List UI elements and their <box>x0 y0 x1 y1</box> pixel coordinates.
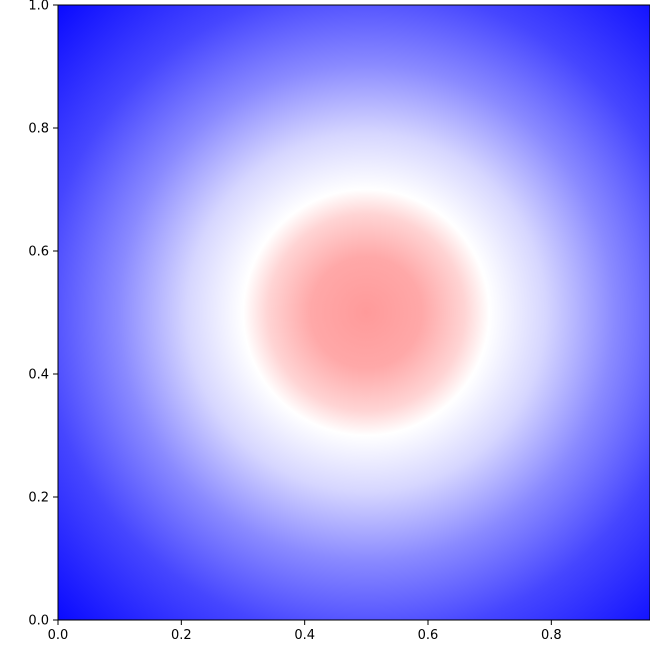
y-tick-label: 0.4 <box>28 368 49 383</box>
plot-area <box>58 5 650 620</box>
x-tick-label: 0.0 <box>48 628 69 643</box>
x-tick-label: 0.6 <box>418 628 439 643</box>
x-tick-label: 0.4 <box>294 628 315 643</box>
x-tick-label: 0.8 <box>541 628 562 643</box>
y-tick-label: 1.0 <box>28 0 49 14</box>
y-tick-label: 0.6 <box>28 245 49 260</box>
heatmap-center-disk <box>243 189 490 436</box>
y-tick-label: 0.0 <box>28 614 49 629</box>
y-tick-label: 0.2 <box>28 491 49 506</box>
y-axis: 0.0 0.2 0.4 0.6 0.8 1.0 <box>28 0 58 629</box>
x-axis: 0.0 0.2 0.4 0.6 0.8 <box>48 620 562 643</box>
axes-frame <box>57 4 650 621</box>
y-tick-label: 0.8 <box>28 122 49 137</box>
x-tick-label: 0.2 <box>171 628 192 643</box>
